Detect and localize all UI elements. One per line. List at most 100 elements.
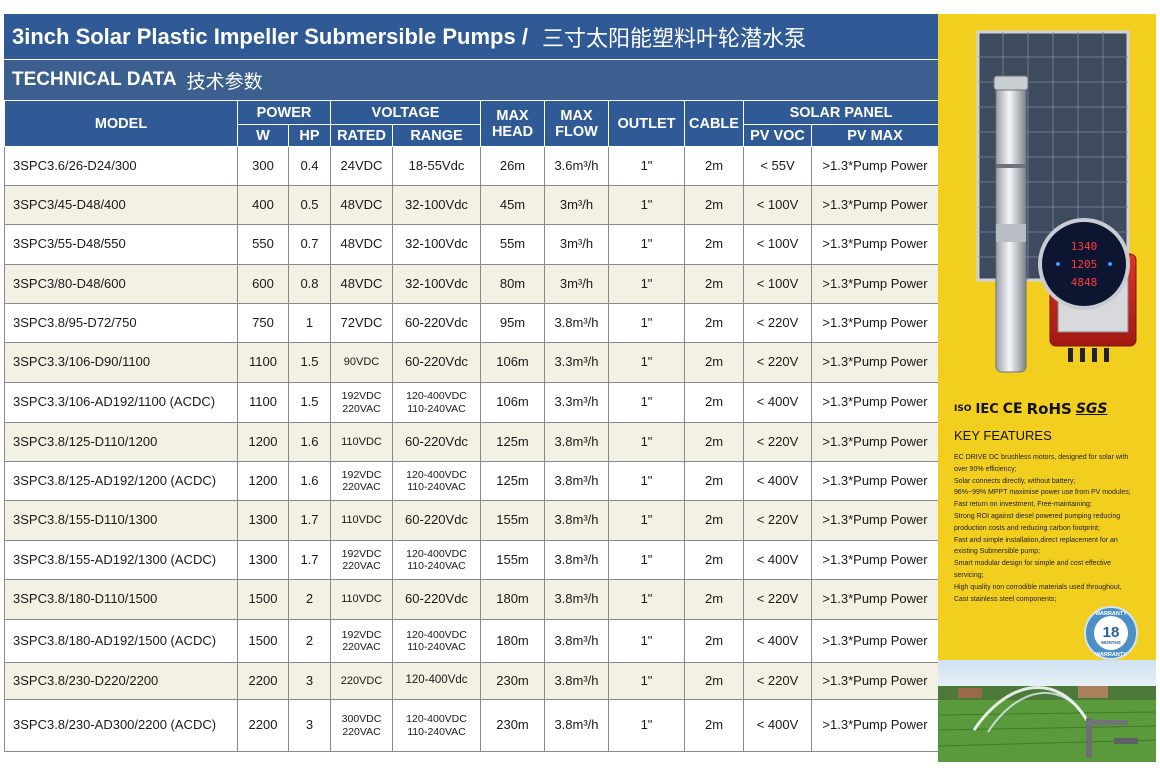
controller-display-line-2: 1205: [1071, 258, 1098, 271]
table-row: 3SPC3.3/106-D90/1100 1100 1.5 90VDC 60-220Vd…: [4, 342, 940, 383]
table-row: 3SPC3.8/155-D110/1300 1300 1.7 110VDC 60-220…: [4, 500, 940, 541]
max-flow-cell: 3.8m³/h: [544, 303, 609, 343]
pv-max-cell: >1.3*Pump Power: [810, 540, 940, 580]
cable-cell: 2m: [684, 579, 744, 620]
model-cell: 3SPC3.8/125-AD192/1200 (ACDC): [4, 461, 238, 501]
voltage-range-cell: 18-55Vdc: [392, 146, 481, 186]
col-rated: RATED: [330, 124, 393, 147]
ce-logo: CE: [1002, 401, 1023, 417]
cable-cell: 2m: [684, 461, 744, 501]
rated-voltage-cell: 220VDC: [330, 662, 393, 700]
section-subtitle: TECHNICAL DATA 技术参数: [4, 60, 938, 100]
max-head-cell: 125m: [480, 461, 545, 501]
pv-max-cell: >1.3*Pump Power: [810, 699, 940, 752]
pv-voc-cell: < 220V: [743, 342, 812, 383]
power-w-cell: 2200: [237, 699, 289, 752]
voltage-range-cell: 120-400VDC 110-240VAC: [392, 699, 481, 752]
max-head-cell: 45m: [480, 185, 545, 225]
col-power: POWER: [237, 100, 331, 125]
model-cell: 3SPC3.8/125-D110/1200: [4, 422, 238, 462]
pv-max-cell: >1.3*Pump Power: [810, 579, 940, 620]
power-hp-cell: 3: [288, 699, 331, 752]
cable-cell: 2m: [684, 342, 744, 383]
voltage-range-cell: 32-100Vdc: [392, 185, 481, 225]
pv-voc-cell: < 400V: [743, 382, 812, 423]
pv-voc-cell: < 220V: [743, 422, 812, 462]
iso-logo: ISO: [954, 404, 972, 414]
outlet-cell: 1": [608, 422, 685, 462]
outlet-cell: 1": [608, 662, 685, 700]
col-hp: HP: [288, 124, 331, 147]
power-w-cell: 1300: [237, 540, 289, 580]
model-cell: 3SPC3.8/155-AD192/1300 (ACDC): [4, 540, 238, 580]
max-head-cell: 80m: [480, 264, 545, 304]
technical-data-sheet: 3inch Solar Plastic Impeller Submersible…: [4, 14, 940, 752]
model-cell: 3SPC3.8/230-AD300/2200 (ACDC): [4, 699, 238, 752]
max-flow-cell: 3m³/h: [544, 224, 609, 265]
power-w-cell: 600: [237, 264, 289, 304]
cable-cell: 2m: [684, 619, 744, 663]
power-hp-cell: 2: [288, 579, 331, 620]
power-w-cell: 1200: [237, 422, 289, 462]
max-head-cell: 180m: [480, 619, 545, 663]
rated-voltage-cell: 48VDC: [330, 224, 393, 265]
col-solar-panel: SOLAR PANEL: [742, 100, 940, 125]
voltage-range-cell: 60-220Vdc: [392, 579, 481, 620]
pv-voc-cell: < 55V: [743, 146, 812, 186]
pv-max-cell: >1.3*Pump Power: [810, 422, 940, 462]
cable-cell: 2m: [684, 382, 744, 423]
col-w: W: [237, 124, 289, 147]
max-flow-cell: 3.8m³/h: [544, 699, 609, 752]
subtitle-chinese: 技术参数: [186, 71, 263, 93]
max-flow-cell: 3.8m³/h: [544, 540, 609, 580]
feature-item: 96%~99% MPPT maximise power use from PV …: [954, 489, 1131, 497]
col-model: MODEL: [4, 100, 238, 147]
rated-voltage-cell: 110VDC: [330, 579, 393, 620]
key-features-list: EC DRIVE DC brushless motors, designed f…: [954, 452, 1150, 605]
max-flow-cell: 3m³/h: [544, 185, 609, 225]
cable-cell: 2m: [684, 422, 744, 462]
table-row: 3SPC3/45-D48/400 400 0.5 48VDC 32-100Vdc 45m 3…: [4, 185, 940, 225]
cable-cell: 2m: [684, 146, 744, 186]
warranty-unit: MONTHS: [1101, 640, 1121, 645]
power-w-cell: 1100: [237, 382, 289, 423]
max-head-cell: 26m: [480, 146, 545, 186]
irrigation-field-photo: [938, 660, 1156, 762]
pv-voc-cell: < 220V: [743, 303, 812, 343]
max-flow-cell: 3.3m³/h: [544, 342, 609, 383]
rated-voltage-cell: 72VDC: [330, 303, 393, 343]
power-hp-cell: 0.7: [288, 224, 331, 265]
feature-item: EC DRIVE DC brushless motors, designed f…: [954, 454, 1129, 461]
feature-item: Strong ROI against diesel powered pumpin…: [954, 512, 1121, 520]
feature-item: servicing;: [954, 571, 984, 579]
pv-voc-cell: < 220V: [743, 500, 812, 541]
table-row: 3SPC3.8/230-AD300/2200 (ACDC) 2200 3 300VDC…: [4, 699, 940, 752]
col-pv-voc: PV VOC: [743, 124, 812, 147]
max-flow-cell: 3.8m³/h: [544, 422, 609, 462]
table-row: 3SPC3.8/125-D110/1200 1200 1.6 110VDC 60-220…: [4, 422, 940, 462]
cable-cell: 2m: [684, 264, 744, 304]
table-row: 3SPC3/55-D48/550 550 0.7 48VDC 32-100Vdc 55m 3…: [4, 224, 940, 265]
model-cell: 3SPC3/80-D48/600: [4, 264, 238, 304]
rohs-logo: RoHS: [1026, 400, 1072, 418]
warranty-bottom: WARRANTY: [1095, 652, 1127, 658]
pv-max-cell: >1.3*Pump Power: [810, 382, 940, 423]
pv-max-cell: >1.3*Pump Power: [810, 303, 940, 343]
rated-voltage-cell: 192VDC 220VAC: [330, 461, 393, 501]
table-row: 3SPC3.6/26-D24/300 300 0.4 24VDC 18-55Vdc 26m…: [4, 146, 940, 186]
max-head-cell: 106m: [480, 342, 545, 383]
title-chinese: 三寸太阳能塑料叶轮潜水泵: [541, 25, 806, 51]
max-head-cell: 55m: [480, 224, 545, 265]
outlet-cell: 1": [608, 342, 685, 383]
col-voltage: VOLTAGE: [330, 100, 481, 125]
outlet-cell: 1": [608, 500, 685, 541]
power-hp-cell: 1.7: [288, 500, 331, 541]
voltage-range-cell: 32-100Vdc: [392, 264, 481, 304]
outlet-cell: 1": [608, 264, 685, 304]
voltage-range-cell: 60-220Vdc: [392, 303, 481, 343]
sgs-logo: SGS: [1075, 401, 1108, 417]
model-cell: 3SPC3/55-D48/550: [4, 224, 238, 265]
feature-item: existing Submersible pump;: [954, 548, 1040, 556]
outlet-cell: 1": [608, 146, 685, 186]
cable-cell: 2m: [684, 185, 744, 225]
